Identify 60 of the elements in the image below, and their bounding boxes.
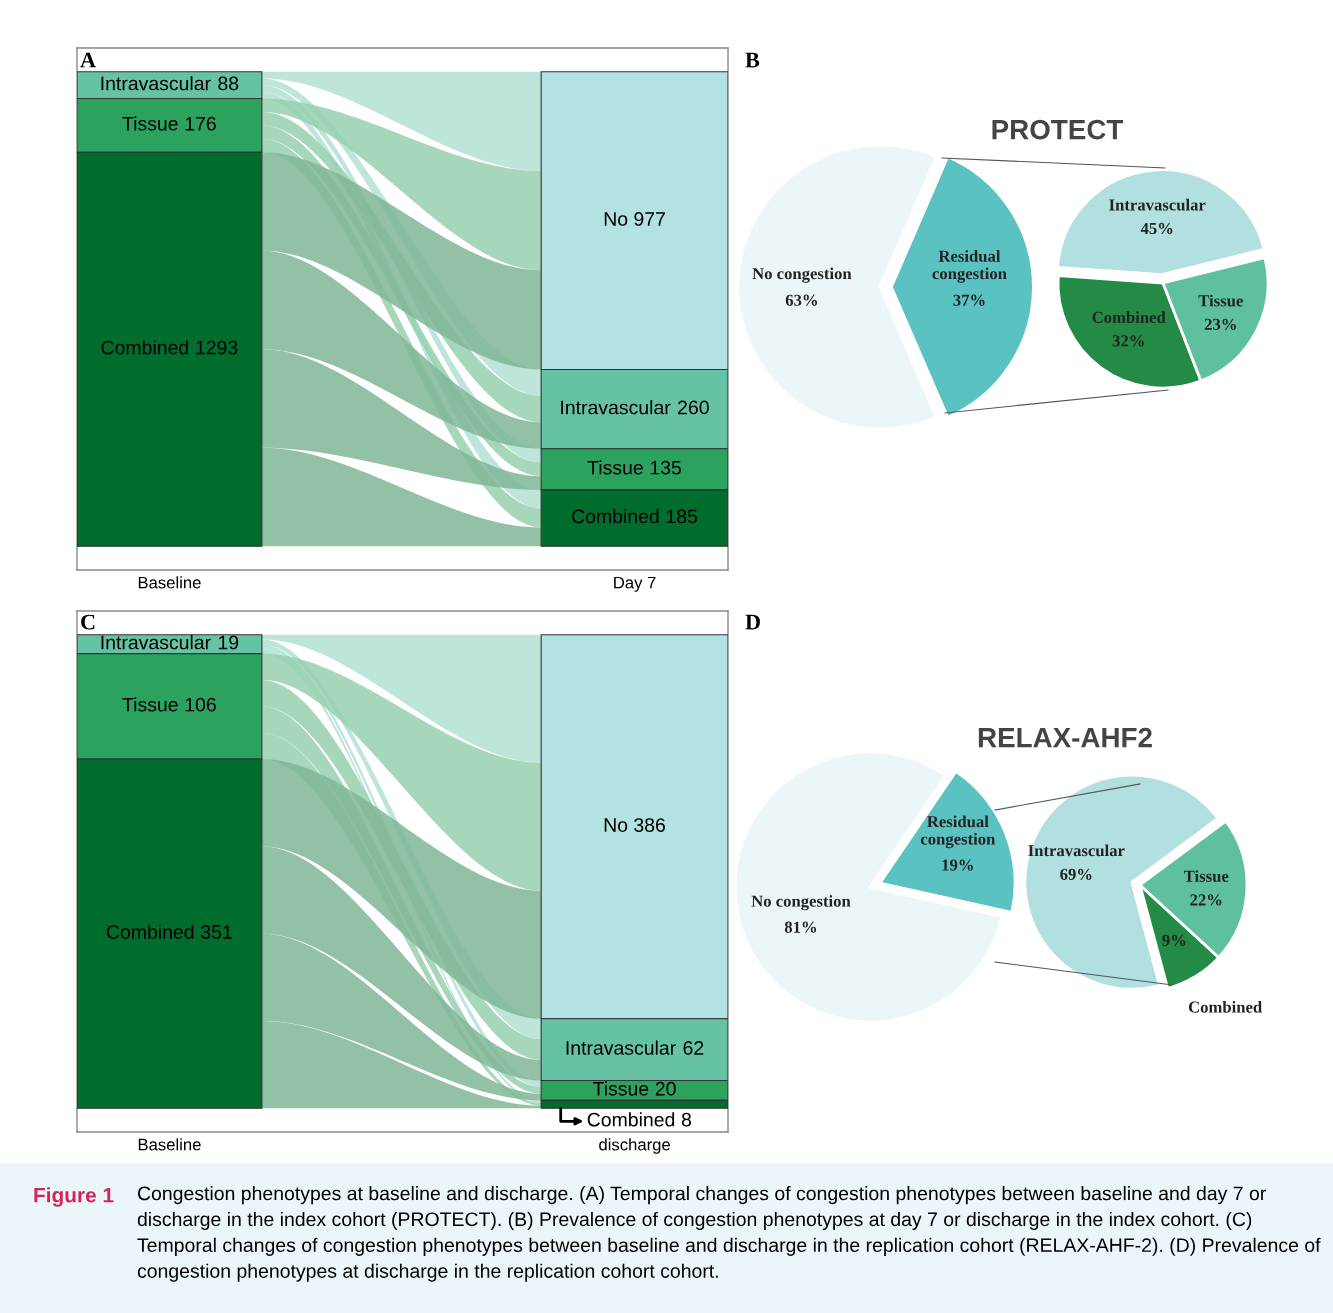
chart-title: PROTECT [992, 119, 1124, 140]
slice-label: No congestion [751, 895, 851, 911]
series-label: No [604, 818, 628, 832]
slice-label: No congestion [752, 267, 852, 283]
series-label: Combined [106, 924, 194, 939]
data-label: 977 [634, 212, 665, 226]
data-label: 176 [185, 116, 216, 131]
text: Intravascular [561, 400, 671, 415]
data-label: 106 [185, 697, 216, 712]
data-label: 20 [655, 1081, 676, 1096]
text: Intravascular [566, 1040, 676, 1055]
category-label: Baseline [138, 576, 201, 589]
data-label: 88 [218, 76, 239, 91]
text: Tissue [122, 697, 178, 712]
series-label: Intravascular [101, 76, 211, 91]
slice-label: Tissue [1198, 294, 1243, 307]
data-label: 81% [784, 921, 817, 933]
text: Tissue [122, 116, 178, 131]
data-label: 260 [678, 400, 709, 415]
text: Combined [101, 340, 188, 355]
data-label: 32% [1112, 335, 1144, 347]
data-label: 19 [218, 635, 239, 650]
text: A [80, 52, 96, 68]
data-label: 37% [953, 294, 985, 306]
slice-label: Combined [1092, 311, 1166, 323]
slice-label: Residual congestion [920, 815, 996, 849]
series-label: Tissue [593, 1081, 649, 1096]
category-label: Day 7 [614, 576, 656, 592]
data-label: 62 [683, 1041, 704, 1055]
data-label: 8 [681, 1112, 692, 1127]
category-label: Baseline [138, 1138, 201, 1151]
text: D [745, 614, 760, 630]
data-label: 19% [942, 859, 973, 871]
data-label: 386 [634, 818, 665, 832]
data-label: 185 [666, 509, 698, 524]
slice-label: Intravascular [1028, 844, 1125, 857]
text: C [81, 614, 95, 630]
data-label: 135 [650, 460, 681, 475]
slice-label: Intravascular [1109, 198, 1206, 211]
category-label: discharge [599, 1138, 670, 1154]
data-label: 45% [1140, 222, 1173, 235]
data-label: 63% [785, 294, 817, 306]
slice-label: Combined [1188, 1000, 1262, 1013]
series-label: Combined [572, 509, 659, 524]
chart-title: RELAX-AHF2 [978, 727, 1152, 748]
series-label: No [604, 212, 628, 226]
slice-label: Tissue [1183, 870, 1229, 882]
data-label: 69% [1060, 868, 1092, 880]
data-label: 22% [1190, 894, 1222, 906]
text: B [745, 52, 760, 68]
data-label: 9% [1162, 934, 1186, 946]
data-label: 1293 [196, 340, 238, 355]
series-label: Tissue [587, 460, 643, 475]
caption: Figure 1 [34, 1187, 114, 1207]
slice-label: Residual congestion [932, 250, 1007, 283]
data-label: 351 [201, 925, 232, 939]
data-label: 23% [1204, 318, 1236, 330]
text: Congestion phenotypes at baseline and discharge. (A) Temporal changes of congestion phenotypes between baseline and day 7 or discharge in the index cohort (PROTECT). (B) Prevalence of congestion phenotypes at day 7 or discharge in the index cohort. (C) Temporal changes of congestion phenotypes between baseline and discharge in the replication cohort (RELAX-AHF-2). (D) Prevalence of congestion phenotypes at discharge in the replication cohort cohort. [137, 1186, 1321, 1282]
series-label: Intravascular [101, 635, 211, 650]
text: Combined [587, 1112, 675, 1127]
